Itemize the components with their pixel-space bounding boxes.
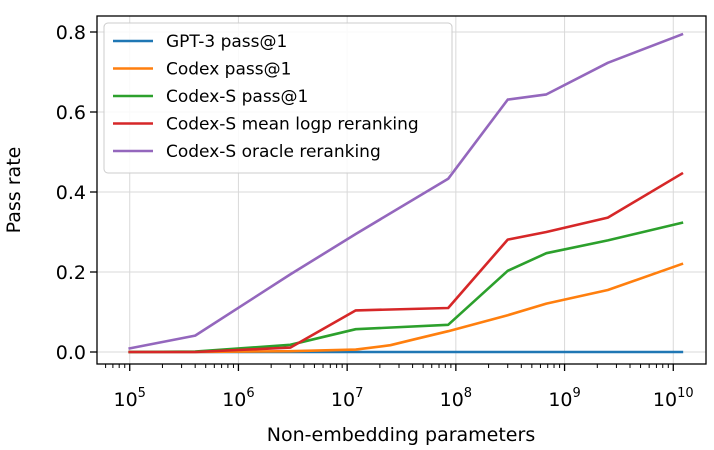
y-tick-label: 0.8	[56, 22, 86, 44]
x-tick-label: 106	[222, 386, 254, 411]
legend-label: Codex pass@1	[166, 60, 291, 80]
plot-frame	[96, 15, 707, 365]
x-tick-label: 1010	[653, 386, 694, 411]
x-tick-label: 105	[113, 386, 145, 411]
series-lines	[128, 32, 684, 354]
series-line	[128, 171, 684, 354]
x-tick-label: 109	[548, 386, 580, 411]
x-tick-label: 108	[440, 386, 472, 411]
series-line	[128, 221, 684, 354]
y-axis-label: Pass rate	[3, 147, 25, 234]
legend-label: Codex-S mean logp reranking	[166, 115, 419, 135]
y-tick-label: 0.4	[56, 182, 86, 204]
y-axis: 0.0 0.2 0.4 0.6 0.8	[56, 22, 97, 364]
y-tick-label: 0.2	[56, 262, 86, 284]
series-line	[128, 32, 684, 350]
legend-label: GPT-3 pass@1	[166, 32, 287, 52]
x-axis: 105 106 107 108 109 1010	[105, 364, 694, 411]
legend-label: Codex-S oracle reranking	[166, 142, 381, 162]
legend-box	[103, 22, 453, 174]
y-tick-label: 0.6	[56, 102, 86, 124]
series-line	[128, 262, 684, 354]
legend-label: Codex-S pass@1	[166, 87, 308, 107]
y-tick-label: 0.0	[56, 342, 86, 364]
x-tick-label: 107	[331, 386, 363, 411]
x-axis-label: Non-embedding parameters	[267, 424, 535, 446]
legend: GPT-3 pass@1 Codex pass@1 Codex-S pass@1 Co…	[103, 22, 453, 174]
